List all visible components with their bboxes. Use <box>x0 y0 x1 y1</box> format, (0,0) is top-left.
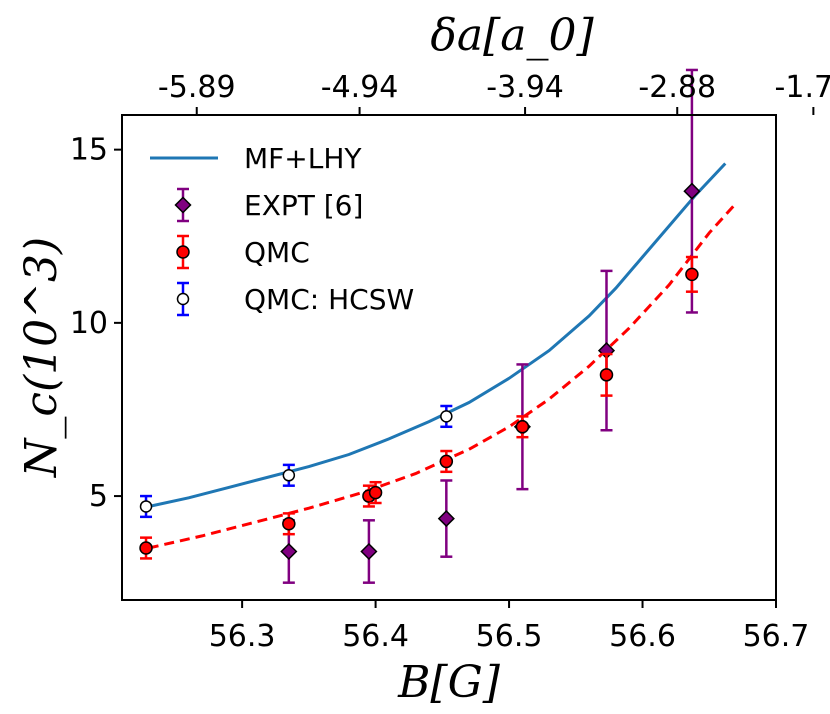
y-tick-label: 5 <box>89 479 108 514</box>
series-layer <box>139 68 738 584</box>
legend-qmc-label: QMC <box>244 236 310 269</box>
legend-expt-label: EXPT [6] <box>244 189 363 222</box>
legend-qmc-marker <box>176 245 190 259</box>
plot-frame <box>121 114 777 601</box>
top-tick-label: -2.88 <box>638 70 716 105</box>
qmc-point <box>439 454 454 469</box>
qmc-point <box>685 267 699 282</box>
qmc-point <box>139 541 153 555</box>
hcsw-point <box>282 469 296 482</box>
mf-lhy-line <box>148 162 727 508</box>
x-tick-label: 56.3 <box>209 619 276 654</box>
y-axis-label: N_c(10^3) <box>16 237 67 478</box>
qmc-point <box>515 420 530 434</box>
y-tick-label: 15 <box>70 133 108 168</box>
top-tick-label: -4.94 <box>321 70 399 105</box>
x-tick-label: 56.5 <box>476 619 543 654</box>
y-tick-label: 10 <box>70 306 108 341</box>
x-axis-label: B[G] <box>397 657 501 708</box>
qmc-fit-line <box>148 202 738 550</box>
top-tick-label: -1.75 <box>775 70 830 105</box>
top-tick-label: -3.94 <box>486 70 564 105</box>
expt-point <box>360 542 378 561</box>
x-tick-label: 56.7 <box>743 619 810 654</box>
expt-point <box>280 542 298 561</box>
expt-point <box>437 510 455 528</box>
top-axis-label: δa[a_0] <box>430 10 594 61</box>
legend-expt-marker <box>174 196 192 214</box>
top-tick-label: -5.89 <box>158 70 236 105</box>
qmc-point <box>282 517 296 531</box>
legend: MF+LHY EXPT [6] QMC QMC: HCSW <box>150 142 414 317</box>
legend-hcsw-marker <box>176 292 190 306</box>
legend-mf-lhy-label: MF+LHY <box>244 142 362 175</box>
qmc-point <box>599 368 614 382</box>
expt-point <box>683 182 701 200</box>
hcsw-point <box>139 500 153 513</box>
legend-hcsw-label: QMC: HCSW <box>244 283 414 316</box>
qmc-point <box>368 485 383 500</box>
axes: 56.3 56.4 56.5 56.6 56.7 -5.89 -4.94 -3.94 -2.88… <box>70 70 830 654</box>
x-tick-label: 56.4 <box>342 619 409 654</box>
x-tick-label: 56.6 <box>609 619 676 654</box>
hcsw-point <box>440 410 453 423</box>
